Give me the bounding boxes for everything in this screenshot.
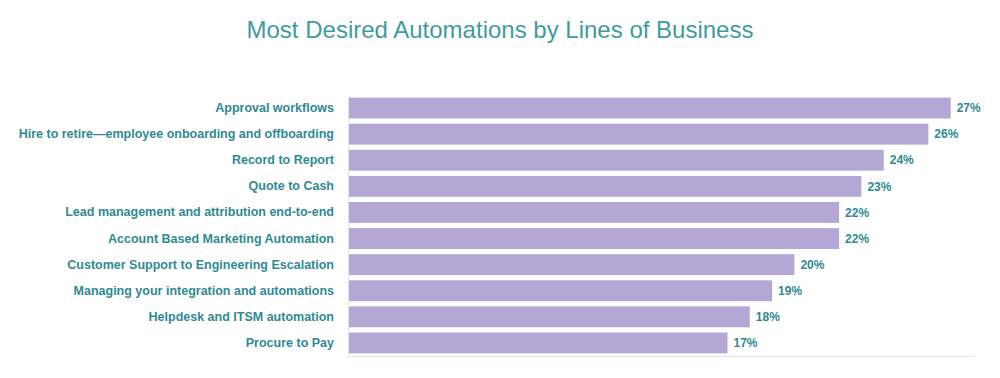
bar xyxy=(348,333,727,354)
category-label: Lead management and attribution end-to-e… xyxy=(65,205,334,219)
data-label: 17% xyxy=(733,336,757,350)
bar xyxy=(348,150,884,171)
category-tick: Record to Report xyxy=(232,153,335,167)
category-axis: Approval workflows Hire to retire—employe… xyxy=(19,96,349,357)
category-label: Procure to Pay xyxy=(246,336,334,350)
bar xyxy=(348,176,861,197)
category-label: Approval workflows xyxy=(215,101,334,115)
category-label: Customer Support to Engineering Escalati… xyxy=(67,258,334,272)
bar xyxy=(348,98,951,119)
bar xyxy=(348,254,794,275)
category-axis-line xyxy=(348,96,349,357)
bar xyxy=(348,306,750,327)
category-tick: Helpdesk and ITSM automation xyxy=(149,310,334,324)
category-tick: Lead management and attribution end-to-e… xyxy=(65,205,334,219)
category-label: Managing your integration and automation… xyxy=(74,284,334,298)
bar xyxy=(348,202,839,223)
value-axis-line xyxy=(349,356,974,357)
category-tick: Approval workflows xyxy=(215,101,334,115)
data-label: 19% xyxy=(778,284,802,298)
category-tick: Quote to Cash xyxy=(249,179,334,193)
category-tick: Managing your integration and automation… xyxy=(74,284,334,298)
data-label: 22% xyxy=(845,206,869,220)
data-label: 24% xyxy=(890,153,914,167)
category-tick: Customer Support to Engineering Escalati… xyxy=(67,258,334,272)
data-labels: 27% 26% 24% 23% 22% 22% 20% 19% 18% 17% xyxy=(733,101,981,350)
chart-title: Most Desired Automations by Lines of Bus… xyxy=(247,16,754,43)
plot-area: Approval workflows Hire to retire—employe… xyxy=(19,96,981,357)
category-label: Record to Report xyxy=(232,153,335,167)
category-tick: Account Based Marketing Automation xyxy=(108,232,334,246)
bar xyxy=(348,228,839,249)
data-label: 22% xyxy=(845,232,869,246)
category-label: Helpdesk and ITSM automation xyxy=(149,310,334,324)
value-axis xyxy=(349,356,974,357)
category-tick: Hire to retire—employee onboarding and o… xyxy=(19,127,334,141)
category-label: Account Based Marketing Automation xyxy=(108,232,334,246)
data-label: 18% xyxy=(756,310,780,324)
chart-svg: Most Desired Automations by Lines of Bus… xyxy=(0,0,1000,378)
category-label: Quote to Cash xyxy=(249,179,334,193)
data-label: 20% xyxy=(800,258,824,272)
category-tick: Procure to Pay xyxy=(246,336,334,350)
bar xyxy=(348,124,928,145)
bar xyxy=(348,280,772,301)
data-label: 23% xyxy=(867,180,891,194)
bars xyxy=(348,98,951,354)
category-label: Hire to retire—employee onboarding and o… xyxy=(19,127,334,141)
data-label: 27% xyxy=(957,101,981,115)
data-label: 26% xyxy=(934,127,958,141)
